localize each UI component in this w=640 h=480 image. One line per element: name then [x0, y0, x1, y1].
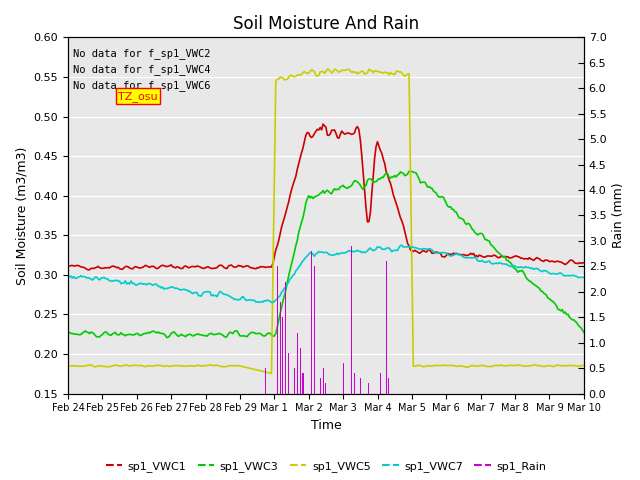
- Bar: [342, 363, 344, 394]
- Bar: [388, 378, 390, 394]
- Bar: [265, 368, 266, 394]
- Text: No data for f_sp1_VWC4: No data for f_sp1_VWC4: [73, 64, 211, 75]
- Bar: [294, 368, 295, 394]
- Bar: [288, 353, 289, 394]
- Text: No data for f_sp1_VWC2: No data for f_sp1_VWC2: [73, 48, 211, 59]
- Bar: [380, 373, 381, 394]
- Bar: [354, 373, 355, 394]
- Bar: [323, 368, 324, 394]
- X-axis label: Time: Time: [310, 419, 341, 432]
- Bar: [297, 333, 298, 394]
- Bar: [320, 378, 321, 394]
- Y-axis label: Rain (mm): Rain (mm): [612, 183, 625, 248]
- Text: No data for f_sp1_VWC6: No data for f_sp1_VWC6: [73, 80, 211, 91]
- Bar: [311, 251, 312, 394]
- Bar: [314, 266, 315, 394]
- Bar: [300, 348, 301, 394]
- Bar: [276, 266, 278, 394]
- Bar: [282, 317, 284, 394]
- Legend: sp1_VWC1, sp1_VWC3, sp1_VWC5, sp1_VWC7, sp1_Rain: sp1_VWC1, sp1_VWC3, sp1_VWC5, sp1_VWC7, …: [101, 456, 550, 476]
- Bar: [285, 282, 286, 394]
- Bar: [360, 378, 361, 394]
- Bar: [351, 246, 352, 394]
- Y-axis label: Soil Moisture (m3/m3): Soil Moisture (m3/m3): [15, 146, 28, 285]
- Text: TZ_osu: TZ_osu: [118, 91, 157, 102]
- Bar: [325, 384, 326, 394]
- Title: Soil Moisture And Rain: Soil Moisture And Rain: [233, 15, 419, 33]
- Bar: [385, 261, 387, 394]
